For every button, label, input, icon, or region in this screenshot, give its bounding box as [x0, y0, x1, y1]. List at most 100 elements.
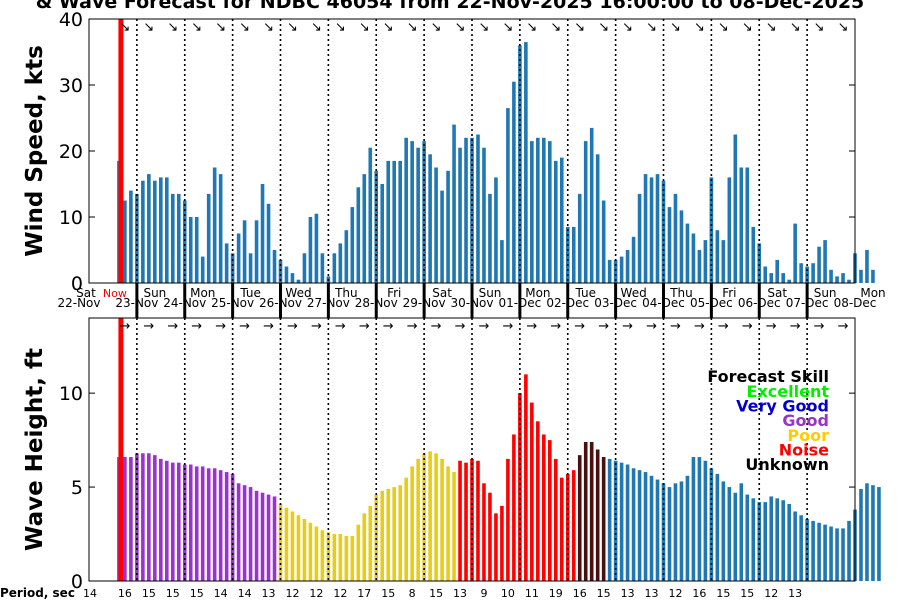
wave-bar	[374, 494, 379, 581]
direction-arrow-icon: →	[191, 319, 202, 334]
wave-bar	[248, 487, 253, 581]
direction-arrow-icon: →	[239, 319, 250, 334]
wave-bar	[763, 502, 768, 581]
wave-bar	[278, 503, 283, 581]
period-tick-label: 12	[333, 587, 347, 600]
direction-arrow-icon: ↘	[550, 20, 561, 35]
wind-bar	[697, 250, 702, 283]
wind-bar	[314, 213, 319, 283]
wind-bar	[242, 220, 247, 283]
wave-bar	[661, 483, 666, 581]
date-label: 29-Nov	[403, 296, 446, 310]
wave-bar	[775, 498, 779, 581]
wind-bar	[667, 207, 672, 283]
wave-bar	[512, 434, 516, 581]
wind-bar	[613, 259, 618, 283]
direction-arrow-icon: ↘	[479, 20, 490, 35]
wave-bar	[631, 468, 636, 581]
wind-bar	[865, 250, 869, 283]
wind-bar	[745, 167, 750, 283]
date-label: 23-Nov	[115, 296, 158, 310]
wind-bar	[715, 230, 720, 283]
wind-bar	[392, 160, 396, 283]
wave-bar	[548, 440, 552, 581]
day-label: Mon	[525, 286, 550, 300]
legend-item-poor: Poor	[787, 426, 829, 445]
wave-bar	[751, 498, 756, 581]
wave-bar	[170, 462, 175, 581]
wave-bar	[871, 485, 875, 581]
wind-bar	[398, 160, 402, 283]
y-tick-label: 10	[59, 207, 83, 229]
direction-arrow-icon: ↘	[167, 20, 178, 35]
direction-arrow-icon: ↘	[814, 20, 825, 35]
wind-bar	[135, 193, 139, 283]
wind-bar	[871, 269, 875, 283]
direction-arrow-icon: →	[574, 319, 585, 334]
direction-arrow-icon: →	[359, 319, 370, 334]
legend-item-very-good: Very Good	[736, 397, 829, 416]
direction-arrow-icon: ↘	[526, 20, 537, 35]
period-tick-label: 15	[381, 587, 395, 600]
wave-bar	[685, 475, 690, 581]
wave-bar	[212, 468, 217, 581]
date-label: 22-Nov	[57, 296, 100, 310]
wave-bar	[302, 519, 307, 581]
wind-bar	[224, 243, 229, 283]
wind-bar	[236, 233, 241, 283]
wind-bar	[248, 253, 253, 283]
day-label: Sun	[143, 286, 166, 300]
wind-bar	[769, 273, 774, 283]
wave-bar	[242, 485, 247, 581]
wave-bar	[458, 460, 462, 581]
direction-arrow-icon: →	[215, 319, 226, 334]
period-tick-label: 15	[716, 587, 730, 600]
y-axis-label: Wave Height, ft	[22, 348, 48, 551]
wind-bar	[847, 279, 851, 283]
period-tick-label: 19	[549, 587, 563, 600]
wave-bar	[476, 460, 480, 581]
wave-bar	[637, 470, 642, 581]
wave-bar	[518, 393, 522, 581]
date-label: 25-Nov	[211, 296, 254, 310]
day-label: Sun	[479, 286, 502, 300]
wave-bar	[482, 483, 486, 581]
direction-arrow-icon: →	[742, 319, 753, 334]
wind-bar	[559, 157, 564, 283]
wave-bar	[530, 402, 534, 581]
direction-arrow-icon: ↘	[287, 20, 298, 35]
wind-bar	[637, 193, 642, 283]
wind-bar	[165, 177, 169, 283]
date-label: 04-Dec	[642, 296, 685, 310]
wave-bar	[290, 511, 295, 581]
y-tick-label: 20	[59, 141, 83, 163]
wind-bar	[284, 266, 289, 283]
wind-bar	[512, 81, 516, 283]
y-tick-label: 10	[59, 383, 83, 405]
y-tick-label: 0	[71, 571, 83, 593]
wave-bar	[829, 526, 833, 581]
wind-bar	[386, 160, 391, 283]
wave-bar	[589, 441, 594, 581]
wind-bar	[859, 269, 863, 283]
direction-arrow-icon: ↘	[143, 20, 154, 35]
wave-bar	[817, 522, 821, 581]
period-tick-label: 15	[429, 587, 443, 600]
wave-bar	[254, 490, 259, 581]
wind-bar	[655, 174, 660, 283]
wind-bar	[332, 253, 337, 283]
wind-bar	[841, 273, 845, 283]
wave-bar	[727, 487, 732, 581]
wave-bar	[314, 526, 319, 581]
wave-bar	[655, 479, 660, 581]
now-marker-label: Now	[103, 287, 127, 300]
wave-bar	[338, 534, 343, 581]
direction-arrow-icon: ↘	[790, 20, 801, 35]
period-tick-label: 12	[764, 587, 778, 600]
wave-bar	[649, 475, 654, 581]
direction-arrow-icon: ↘	[407, 20, 418, 35]
direction-arrow-icon: →	[287, 319, 298, 334]
wave-bar	[536, 421, 540, 581]
direction-arrow-icon: →	[526, 319, 537, 334]
period-tick-label: 16	[573, 587, 587, 600]
